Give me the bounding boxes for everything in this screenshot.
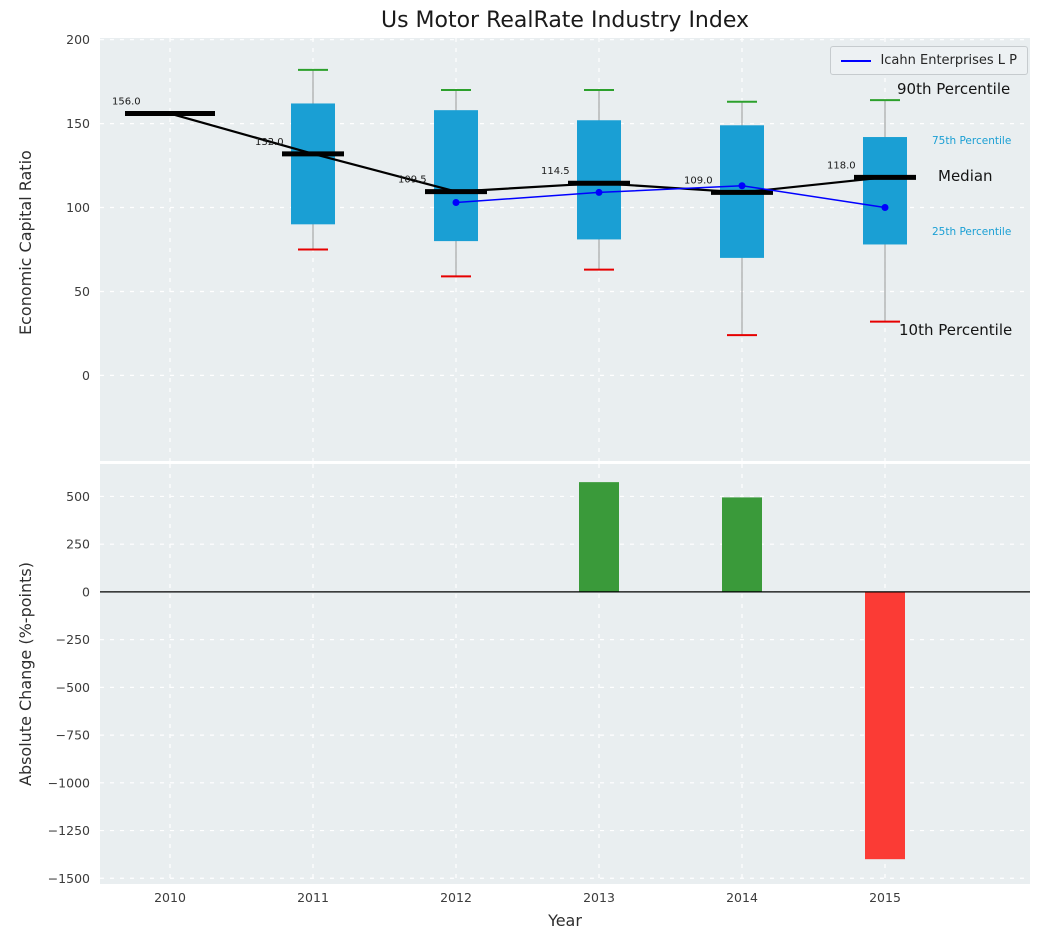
annotation-75th-percentile: 75th Percentile (932, 135, 1012, 147)
company-series-line (455, 184, 886, 209)
y-tick-label: −750 (56, 728, 90, 743)
median-value-label: 114.5 (541, 166, 570, 177)
change-bar-positive (722, 497, 762, 592)
x-tick-label: 2012 (440, 890, 472, 905)
legend: Icahn Enterprises L P (830, 46, 1028, 75)
x-axis-label: Year (548, 911, 582, 930)
legend-label: Icahn Enterprises L P (880, 53, 1017, 68)
y-tick-label: 250 (66, 537, 90, 552)
box-interquartile (291, 103, 335, 225)
company-series-marker (452, 199, 460, 206)
top-plot-background (100, 38, 1030, 461)
y-tick-label: −500 (56, 680, 90, 695)
change-bar-positive (579, 482, 619, 592)
y-tick-label: 0 (82, 584, 90, 599)
y-tick-label: 0 (82, 368, 90, 383)
x-tick-label: 2014 (726, 890, 758, 905)
box-interquartile (577, 120, 621, 240)
annotation-25th-percentile: 25th Percentile (932, 226, 1012, 238)
chart-title: Us Motor RealRate Industry Index (380, 8, 750, 33)
y-tick-label: −1000 (48, 775, 90, 790)
y-tick-label: −1250 (48, 823, 90, 838)
company-series-marker (738, 182, 746, 190)
x-tick-label: 2013 (583, 890, 615, 905)
y-tick-label: 500 (66, 489, 90, 504)
x-tick-label: 2010 (154, 890, 186, 905)
x-tick-label: 2011 (297, 890, 329, 905)
y-tick-label: −1500 (48, 871, 90, 886)
median-value-label: 156.0 (112, 97, 141, 108)
company-series-marker (881, 204, 889, 212)
box-interquartile (434, 110, 478, 242)
x-tick-label: 2015 (869, 890, 901, 905)
median-value-label: 109.5 (398, 175, 427, 186)
annotation-median: Median (938, 167, 993, 185)
legend-line-sample-icon (841, 59, 872, 62)
annotation-90th-percentile: 90th Percentile (897, 80, 1011, 98)
y-tick-label: 100 (66, 200, 90, 215)
top-y-axis-label: Economic Capital Ratio (16, 150, 35, 335)
y-tick-label: 200 (66, 32, 90, 47)
median-value-label: 118.0 (827, 160, 856, 171)
annotation-10th-percentile: 10th Percentile (899, 321, 1013, 339)
median-value-label: 132.0 (255, 137, 284, 148)
y-tick-label: −250 (56, 632, 90, 647)
y-tick-label: 50 (74, 284, 90, 299)
bottom-y-axis-label: Absolute Change (%-points) (16, 562, 35, 786)
change-bar-negative (865, 591, 905, 860)
y-tick-label: 150 (66, 116, 90, 131)
median-value-label: 109.0 (684, 175, 713, 186)
box-interquartile (863, 137, 907, 245)
company-series-marker (595, 188, 603, 196)
